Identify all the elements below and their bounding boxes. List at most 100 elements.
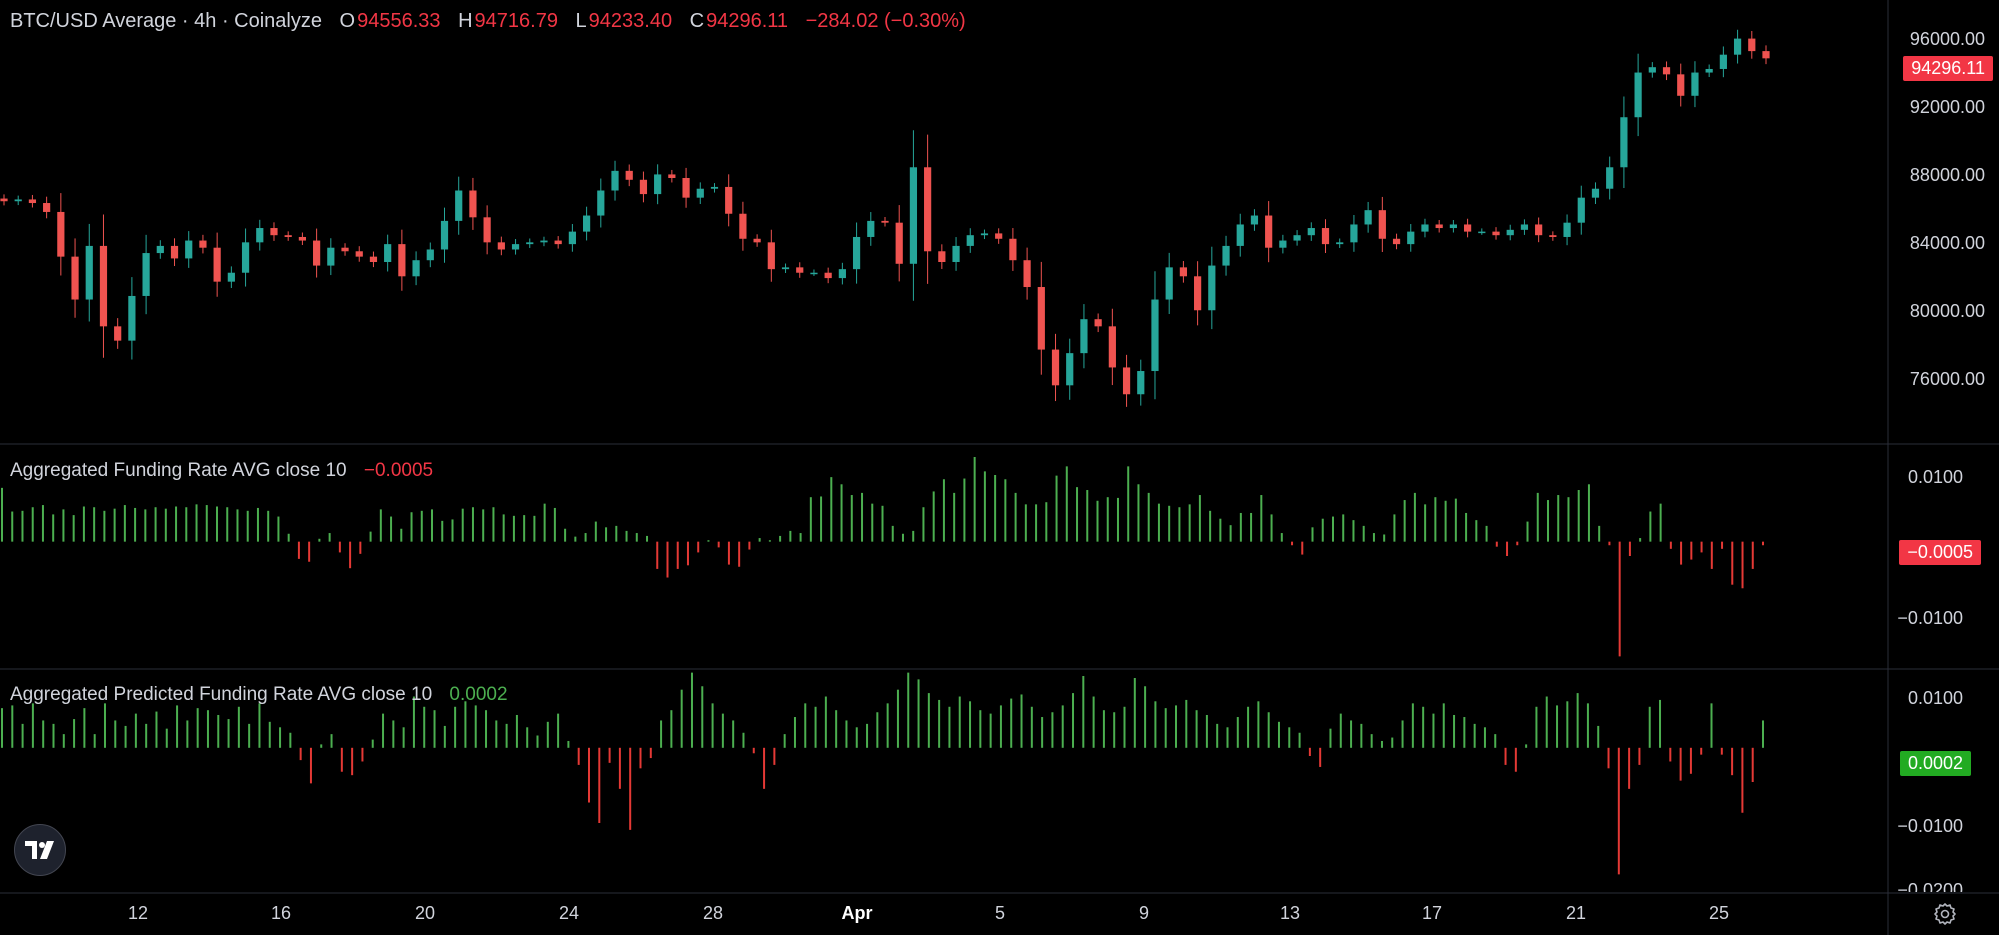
candle-body bbox=[980, 233, 989, 236]
ohlc-high-key: H bbox=[458, 10, 473, 32]
time-tick-label: 5 bbox=[994, 903, 1006, 923]
price-candles bbox=[0, 29, 1770, 407]
candle-body bbox=[270, 228, 278, 236]
tradingview-logo-icon[interactable] bbox=[14, 824, 66, 876]
ohlc-low-key: L bbox=[575, 10, 587, 32]
candle-body bbox=[526, 242, 534, 245]
candle-body bbox=[824, 272, 832, 279]
candle-body bbox=[99, 245, 108, 327]
candle-body bbox=[1606, 167, 1614, 189]
ohlc-low-value: 94233.40 bbox=[588, 10, 673, 32]
time-tick-label: 17 bbox=[1421, 903, 1443, 923]
candle-body bbox=[1165, 267, 1173, 300]
candle-body bbox=[85, 245, 93, 300]
candle-body bbox=[384, 244, 392, 262]
predicted-tick-label: −0.0200 bbox=[1897, 880, 1963, 892]
candle-body bbox=[1321, 228, 1330, 245]
candle-body bbox=[398, 244, 406, 277]
candle-body bbox=[369, 256, 378, 262]
candle-body bbox=[1122, 367, 1131, 395]
candle-body bbox=[696, 188, 704, 198]
candle-body bbox=[725, 186, 733, 214]
candle-body bbox=[682, 178, 690, 198]
ohlc-high-value: 94716.79 bbox=[474, 10, 558, 32]
candle-body bbox=[213, 247, 221, 282]
price-change: −284.02 (−0.30%) bbox=[805, 10, 966, 32]
candle-body bbox=[739, 213, 747, 239]
candle-body bbox=[1691, 72, 1699, 96]
candle-body bbox=[895, 222, 903, 264]
candle-body bbox=[1051, 349, 1060, 386]
candle-body bbox=[341, 247, 349, 252]
candle-body bbox=[1549, 235, 1557, 237]
candle-body bbox=[611, 170, 619, 191]
candle-body bbox=[1762, 51, 1770, 59]
candle-body bbox=[511, 244, 520, 250]
price-tick-label: 96000.00 bbox=[1909, 29, 1985, 49]
candle-body bbox=[355, 251, 363, 257]
candle-body bbox=[298, 236, 307, 241]
candle-body bbox=[1705, 68, 1713, 73]
settings-gear-icon[interactable] bbox=[1933, 902, 1957, 926]
candle-body bbox=[28, 199, 37, 204]
candle-body bbox=[1421, 224, 1429, 232]
candle-body bbox=[1492, 231, 1500, 236]
candle-body bbox=[1677, 74, 1685, 96]
price-tick-label: 92000.00 bbox=[1909, 97, 1985, 117]
funding-pane-title: Aggregated Funding Rate AVG close 10 bbox=[10, 460, 347, 481]
candle-body bbox=[554, 240, 562, 245]
candle-body bbox=[483, 217, 491, 243]
candle-body bbox=[810, 272, 818, 275]
candle-body bbox=[1208, 265, 1216, 311]
candle-body bbox=[838, 269, 846, 279]
candle-body bbox=[1066, 353, 1074, 386]
candle-body bbox=[852, 236, 861, 270]
funding-tick-label: 0.0100 bbox=[1907, 467, 1963, 487]
candle-body bbox=[781, 267, 790, 270]
candle-body bbox=[327, 247, 335, 266]
time-tick-label: 21 bbox=[1565, 903, 1587, 923]
candle-body bbox=[1748, 38, 1756, 52]
candle-body bbox=[952, 245, 960, 262]
candle-body bbox=[128, 295, 136, 341]
candle-body bbox=[284, 235, 292, 237]
candle-body bbox=[1634, 72, 1642, 118]
funding-bars bbox=[1, 457, 1764, 657]
candle-body bbox=[1279, 240, 1287, 248]
candle-body bbox=[1563, 222, 1571, 237]
funding-value-badge: −0.0005 bbox=[1899, 540, 1981, 565]
ohlc-close-key: C bbox=[689, 10, 705, 32]
candle-body bbox=[1236, 224, 1244, 246]
price-tick-label: 84000.00 bbox=[1909, 233, 1985, 253]
candle-body bbox=[1307, 228, 1315, 236]
candle-body bbox=[14, 199, 22, 202]
time-tick-label: 13 bbox=[1279, 903, 1301, 923]
candle-body bbox=[1265, 215, 1273, 248]
candle-body bbox=[881, 220, 889, 223]
time-tick-label: 12 bbox=[127, 903, 149, 923]
candle-body bbox=[1094, 319, 1102, 327]
candle-body bbox=[1392, 238, 1401, 245]
candle-body bbox=[1478, 231, 1486, 234]
candle-body bbox=[639, 179, 648, 195]
candle-body bbox=[1407, 231, 1415, 245]
candle-body bbox=[1364, 210, 1372, 225]
candle-body bbox=[540, 240, 548, 243]
predicted-value: 0.0002 bbox=[449, 684, 508, 705]
price-tick-label: 76000.00 bbox=[1909, 369, 1985, 389]
candle-body bbox=[582, 215, 591, 232]
ohlc-close-value: 94296.11 bbox=[706, 10, 789, 32]
candle-body bbox=[1336, 242, 1344, 245]
candle-body bbox=[1506, 229, 1514, 236]
predicted-value-badge: 0.0002 bbox=[1899, 751, 1971, 776]
candle-body bbox=[1009, 238, 1017, 261]
candle-body bbox=[625, 170, 633, 180]
candle-body bbox=[156, 245, 164, 254]
candle-body bbox=[1620, 117, 1628, 168]
time-tick-label: 20 bbox=[414, 903, 436, 923]
predicted-legend: Aggregated Predicted Funding Rate AVG cl… bbox=[10, 684, 508, 706]
candle-body bbox=[1194, 276, 1202, 311]
predicted-pane-title: Aggregated Predicted Funding Rate AVG cl… bbox=[10, 684, 433, 705]
candle-body bbox=[43, 203, 51, 212]
